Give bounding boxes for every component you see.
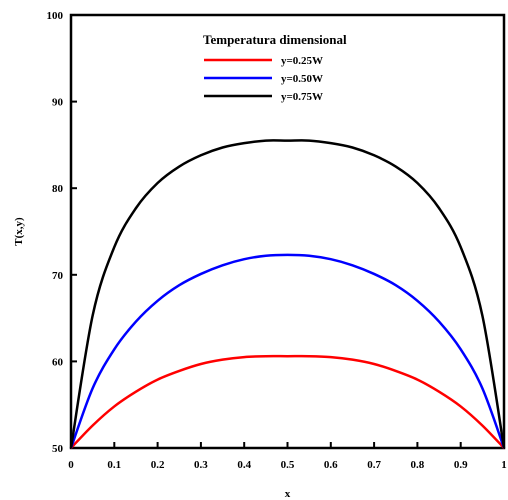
series-lines <box>69 139 506 449</box>
legend-label-1: y=0.25W <box>281 55 323 67</box>
y-tick-label: 90 <box>52 97 64 109</box>
legend-label-2: y=0.50W <box>281 73 323 85</box>
legend-label-3: y=0.75W <box>281 91 323 103</box>
x-tick-label: 0.4 <box>237 459 251 471</box>
x-tick-label: 0.1 <box>107 459 121 471</box>
x-axis-label: x <box>285 488 291 500</box>
y-tick-label: 60 <box>52 356 64 368</box>
y-tick-label: 50 <box>52 443 64 455</box>
x-tick-label: 0.2 <box>151 459 165 471</box>
axis-ticks: 0 0.1 0.2 0.3 0.4 0.5 0.6 0.7 0.8 0.9 1 50 60 70 80 90 1… <box>47 10 507 471</box>
legend: Temperatura dimensional y=0.25W y=0.50W y=… <box>203 32 347 103</box>
x-tick-label: 1 <box>501 459 507 471</box>
x-tick-label: 0 <box>68 459 74 471</box>
y-tick-label: 70 <box>52 270 64 282</box>
y-tick-label: 100 <box>47 10 64 22</box>
y-tick-label: 80 <box>52 183 64 195</box>
x-tick-label: 0.9 <box>454 459 468 471</box>
x-tick-label: 0.7 <box>367 459 381 471</box>
x-tick-label: 0.3 <box>194 459 208 471</box>
legend-title: Temperatura dimensional <box>203 32 347 47</box>
x-tick-label: 0.8 <box>411 459 425 471</box>
series-line-3 <box>69 139 506 449</box>
series-line-2 <box>69 253 506 449</box>
y-axis-label: T(x,y) <box>13 217 25 246</box>
series-line-1 <box>70 354 505 449</box>
x-tick-label: 0.5 <box>281 459 295 471</box>
x-tick-label: 0.6 <box>324 459 338 471</box>
